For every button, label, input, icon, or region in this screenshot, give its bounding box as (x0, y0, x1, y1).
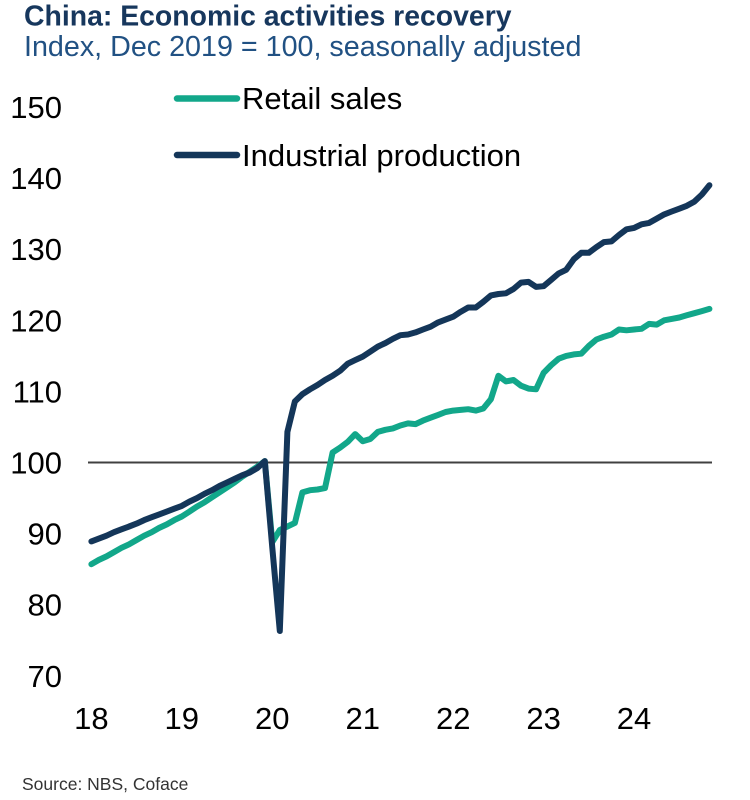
svg-text:130: 130 (10, 232, 62, 267)
svg-text:21: 21 (345, 701, 379, 736)
svg-text:Industrial production: Industrial production (242, 138, 521, 173)
svg-text:150: 150 (10, 90, 62, 125)
svg-text:24: 24 (617, 701, 651, 736)
svg-text:19: 19 (165, 701, 199, 736)
svg-text:90: 90 (28, 517, 62, 552)
svg-text:140: 140 (10, 161, 62, 196)
svg-text:100: 100 (10, 446, 62, 481)
svg-text:China: Economic activities rec: China: Economic activities recovery (24, 1, 512, 33)
svg-text:80: 80 (28, 588, 62, 623)
svg-text:23: 23 (526, 701, 560, 736)
svg-text:Retail sales: Retail sales (242, 81, 402, 116)
svg-text:70: 70 (28, 659, 62, 694)
svg-text:22: 22 (436, 701, 470, 736)
svg-text:Source: NBS, Coface: Source: NBS, Coface (22, 774, 188, 794)
svg-text:Index, Dec 2019 = 100, seasona: Index, Dec 2019 = 100, seasonally adjust… (24, 31, 581, 63)
svg-text:20: 20 (255, 701, 289, 736)
svg-text:110: 110 (13, 374, 62, 409)
svg-text:120: 120 (10, 303, 62, 338)
svg-text:18: 18 (74, 701, 108, 736)
